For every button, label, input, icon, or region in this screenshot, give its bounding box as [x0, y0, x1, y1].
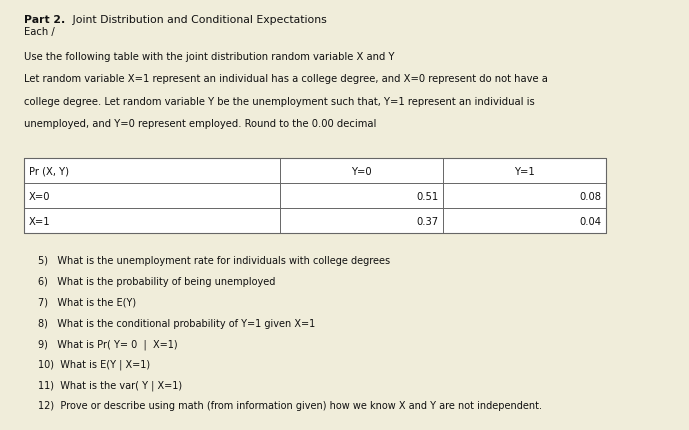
Text: 0.08: 0.08 — [579, 191, 601, 202]
Text: college degree. Let random variable Y be the unemployment such that, Y=1 represe: college degree. Let random variable Y be… — [24, 96, 535, 106]
Bar — [24, 159, 606, 234]
Text: 11)  What is the var( Y | X=1): 11) What is the var( Y | X=1) — [38, 380, 182, 390]
Text: 8)   What is the conditional probability of Y=1 given X=1: 8) What is the conditional probability o… — [38, 318, 315, 328]
Text: 6)   What is the probability of being unemployed: 6) What is the probability of being unem… — [38, 276, 276, 286]
Text: Each /: Each / — [24, 27, 55, 37]
Text: X=0: X=0 — [29, 191, 50, 202]
Text: 10)  What is E(Y | X=1): 10) What is E(Y | X=1) — [38, 359, 150, 369]
Text: Use the following table with the joint distribution random variable X and Y: Use the following table with the joint d… — [24, 52, 395, 61]
Text: 7)   What is the E(Y): 7) What is the E(Y) — [38, 297, 136, 307]
Text: Let random variable X=1 represent an individual has a college degree, and X=0 re: Let random variable X=1 represent an ind… — [24, 74, 548, 84]
Text: 0.37: 0.37 — [416, 216, 438, 227]
Text: unemployed, and Y=0 represent employed. Round to the 0.00 decimal: unemployed, and Y=0 represent employed. … — [24, 119, 376, 129]
Text: 12)  Prove or describe using math (from information given) how we know X and Y a: 12) Prove or describe using math (from i… — [38, 400, 542, 410]
Text: Y=0: Y=0 — [351, 166, 372, 177]
Text: 0.51: 0.51 — [416, 191, 438, 202]
Text: Pr (X, Y): Pr (X, Y) — [29, 166, 69, 177]
Text: 9)   What is Pr( Y= 0  |  X=1): 9) What is Pr( Y= 0 | X=1) — [38, 338, 178, 349]
Text: 0.04: 0.04 — [579, 216, 601, 227]
Text: Y=1: Y=1 — [515, 166, 535, 177]
Text: X=1: X=1 — [29, 216, 50, 227]
Text: 5)   What is the unemployment rate for individuals with college degrees: 5) What is the unemployment rate for ind… — [38, 256, 390, 266]
Text: Joint Distribution and Conditional Expectations: Joint Distribution and Conditional Expec… — [69, 15, 327, 25]
Text: Part 2.: Part 2. — [24, 15, 65, 25]
